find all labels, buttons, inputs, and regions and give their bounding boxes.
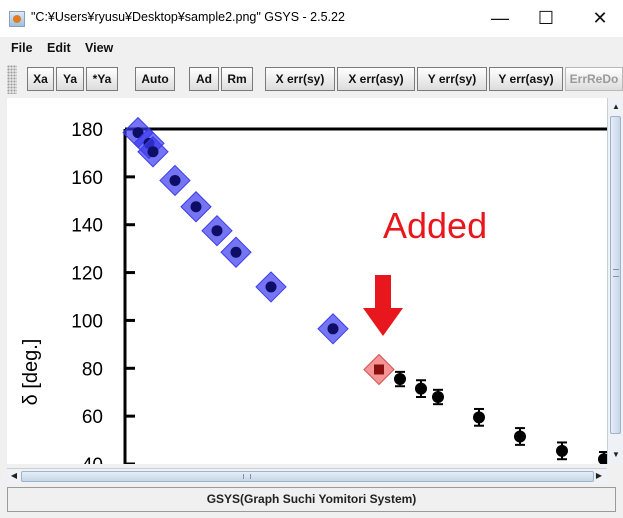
menu-bar: File Edit View [0,37,623,61]
window-title: "C:¥Users¥ryusu¥Desktop¥sample2.png" GSY… [31,10,345,24]
app-icon [9,11,25,27]
menu-view[interactable]: View [85,41,114,55]
scroll-down-arrow-icon[interactable]: ▼ [612,450,620,459]
y-err-asy-button[interactable]: Y err(asy) [489,67,563,91]
y-tick-label: 140 [71,216,103,237]
add-point-button[interactable]: Ad [189,67,219,91]
data-point[interactable] [556,444,568,457]
data-point[interactable] [394,373,406,386]
scroll-right-arrow-icon[interactable]: ▶ [595,471,603,480]
data-point[interactable] [514,430,526,443]
close-button[interactable]: ✕ [592,8,608,28]
auto-button[interactable]: Auto [135,67,175,91]
y-tick-label: 40 [82,455,103,464]
added-annotation: Added [383,205,487,246]
added-point[interactable] [374,364,384,375]
err-redo-button: ErrReDo [565,67,623,91]
y-tick-label: 160 [71,168,103,189]
status-bar: GSYS(Graph Suchi Yomitori System) [7,487,616,512]
menu-edit[interactable]: Edit [47,41,71,55]
y-err-sy-button[interactable]: Y err(sy) [417,67,487,91]
maximize-button[interactable]: ☐ [537,8,555,28]
y-tick-label: 60 [82,407,103,428]
y-tick-label: 80 [82,359,103,380]
data-point[interactable] [327,323,339,335]
log-ya-button[interactable]: *Ya [86,67,118,91]
vertical-scrollbar[interactable]: ▲ ▼ [607,98,623,464]
ya-button[interactable]: Ya [56,67,84,91]
title-bar: "C:¥Users¥ryusu¥Desktop¥sample2.png" GSY… [0,0,623,37]
data-point[interactable] [147,146,159,158]
scroll-up-arrow-icon[interactable]: ▲ [612,102,620,111]
data-point[interactable] [169,174,181,186]
data-point[interactable] [211,225,223,237]
y-axis-label: δ [deg.] [20,339,42,406]
horizontal-scrollbar[interactable]: ◀ ▶ [7,468,607,484]
x-err-asy-button[interactable]: X err(asy) [337,67,415,91]
data-point[interactable] [265,281,277,293]
data-point[interactable] [473,411,485,424]
graph-canvas[interactable]: 40 60 80 100 120 140 160 180 δ [deg.] Added [7,98,607,464]
minimize-button[interactable]: — [491,8,509,28]
y-tick-label: 100 [71,311,103,332]
data-point[interactable] [132,127,144,139]
toolbar: Xa Ya *Ya Auto Ad Rm X err(sy) X err(asy… [0,61,623,98]
data-point[interactable] [432,391,444,403]
y-tick-label: 120 [71,264,103,285]
data-point[interactable] [598,453,607,464]
menu-file[interactable]: File [11,41,33,55]
x-err-sy-button[interactable]: X err(sy) [265,67,335,91]
y-tick-label: 180 [71,120,103,141]
down-arrow-icon [363,275,403,336]
data-point[interactable] [415,382,427,395]
toolbar-grip[interactable] [7,65,17,94]
scroll-left-arrow-icon[interactable]: ◀ [10,471,18,480]
horizontal-scroll-thumb[interactable] [21,471,594,482]
data-point[interactable] [190,201,202,213]
remove-point-button[interactable]: Rm [221,67,253,91]
data-point[interactable] [230,246,242,258]
vertical-scroll-thumb[interactable] [610,116,621,434]
graph-plot[interactable]: 40 60 80 100 120 140 160 180 δ [deg.] Added [7,98,607,464]
xa-button[interactable]: Xa [27,67,54,91]
